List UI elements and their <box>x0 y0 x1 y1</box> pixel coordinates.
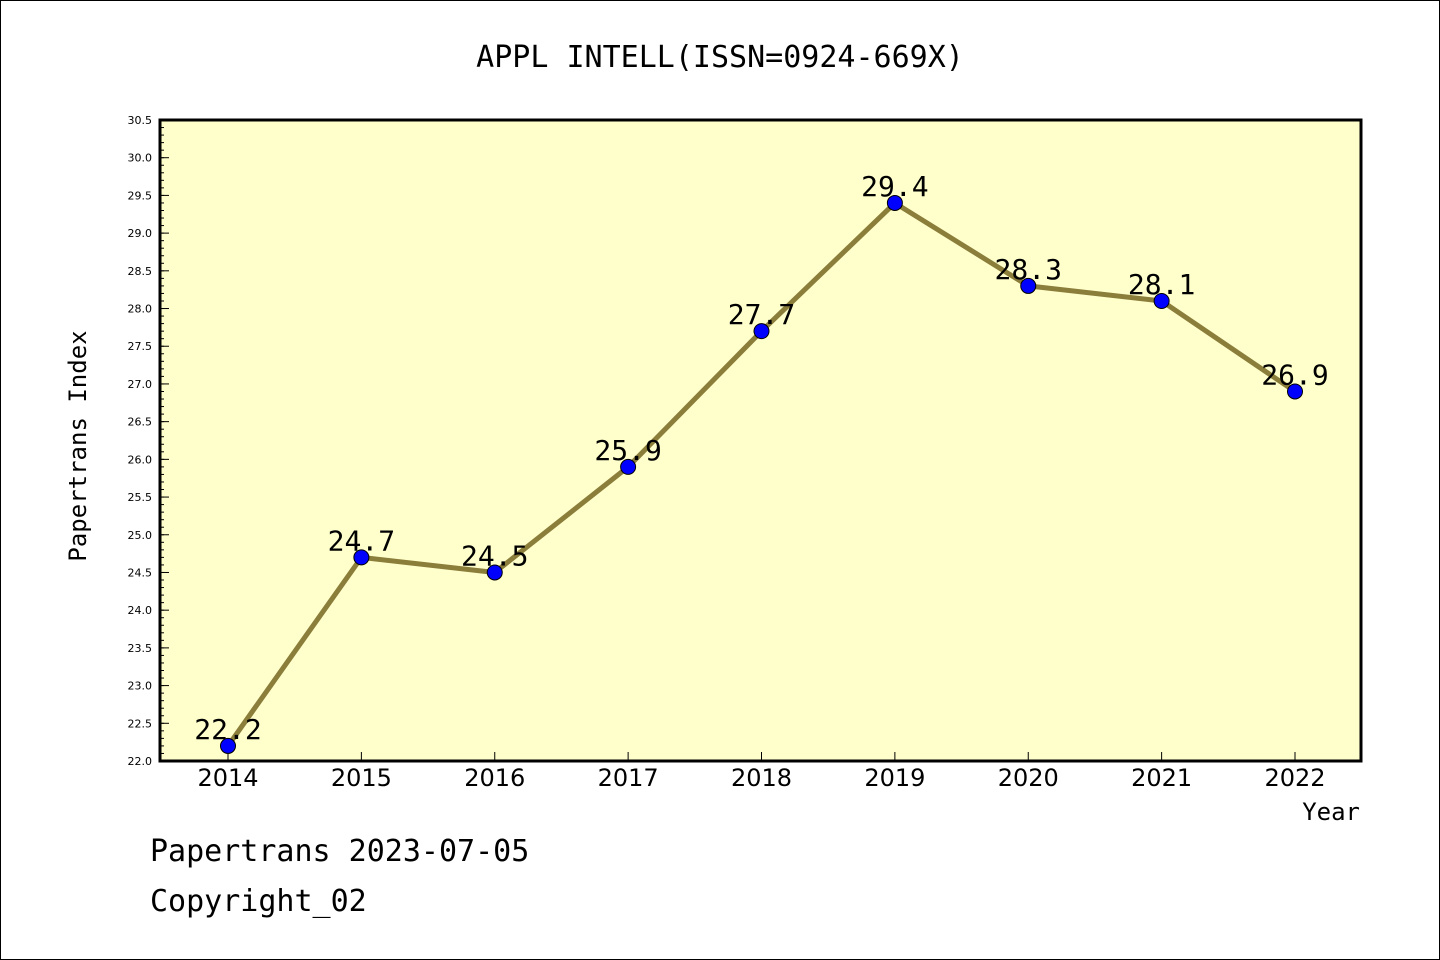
x-axis-label: Year <box>1302 798 1360 826</box>
x-tick-label: 2020 <box>998 764 1059 792</box>
plot-area <box>158 118 1363 763</box>
y-tick-label: 23.5 <box>128 642 153 655</box>
y-tick-label: 30.0 <box>128 152 153 165</box>
y-tick-label: 22.0 <box>128 755 153 768</box>
x-tick-label: 2019 <box>864 764 925 792</box>
data-label-2021: 28.1 <box>1128 268 1195 301</box>
data-point-2019 <box>886 194 903 211</box>
data-label-2019: 29.4 <box>861 170 928 203</box>
data-label-2017: 25.9 <box>594 434 661 467</box>
data-point-2020 <box>1020 277 1037 294</box>
x-tick-label: 2017 <box>598 764 659 792</box>
x-tick-label: 2014 <box>197 764 258 792</box>
y-tick-label: 24.0 <box>128 604 153 617</box>
y-tick-label: 27.5 <box>128 340 153 353</box>
data-label-2020: 28.3 <box>995 253 1062 286</box>
data-label-2014: 22.2 <box>194 713 261 746</box>
data-label-2016: 24.5 <box>461 539 528 572</box>
data-point-2014 <box>220 737 236 754</box>
series-group: 22.2 24.7 24.5 25.9 27.7 29.4 28.3 28.1 26.9 <box>194 170 1329 754</box>
y-tick-label: 29.5 <box>128 189 153 202</box>
y-tick-label: 26.5 <box>128 416 153 429</box>
x-axis: 2014 2015 2016 2017 2018 2019 2020 2021 2022 <box>197 752 1326 792</box>
y-tick-label: 30.5 <box>128 114 153 127</box>
y-axis-label: Papertrans Index <box>64 330 92 561</box>
y-tick-label: 24.5 <box>128 566 153 579</box>
data-point-2015 <box>353 549 370 566</box>
x-tick-label: 2021 <box>1131 764 1192 792</box>
data-point-2022 <box>1287 383 1303 400</box>
x-tick-label: 2018 <box>731 764 792 792</box>
chart-title: APPL INTELL(ISSN=0924-669X) <box>476 40 964 75</box>
y-tick-label: 25.5 <box>128 491 153 504</box>
x-tick-label: 2022 <box>1264 764 1325 792</box>
y-tick-label: 25.0 <box>128 529 153 542</box>
data-point-2021 <box>1153 292 1170 309</box>
footer-copyright: Copyright_02 <box>150 884 367 919</box>
data-point-2018 <box>753 323 770 340</box>
data-label-2022: 26.9 <box>1261 358 1328 391</box>
data-point-2017 <box>620 458 637 475</box>
y-tick-label: 27.0 <box>128 378 153 391</box>
y-tick-label: 23.0 <box>128 680 153 693</box>
footer-date: Papertrans 2023-07-05 <box>150 834 530 869</box>
y-tick-label: 28.0 <box>128 303 153 316</box>
y-tick-label: 26.0 <box>128 453 153 466</box>
data-label-2015: 24.7 <box>328 524 395 557</box>
data-point-2016 <box>486 564 503 581</box>
y-axis: 22.0 22.5 23.0 23.5 24.0 24.5 25.0 25.5 26.0 26.5… <box>128 114 169 768</box>
data-label-2018: 27.7 <box>728 298 795 331</box>
x-tick-label: 2015 <box>331 764 392 792</box>
x-tick-label: 2016 <box>464 764 525 792</box>
y-tick-label: 29.0 <box>128 227 153 240</box>
y-tick-label: 28.5 <box>128 265 153 278</box>
y-tick-label: 22.5 <box>128 717 153 730</box>
